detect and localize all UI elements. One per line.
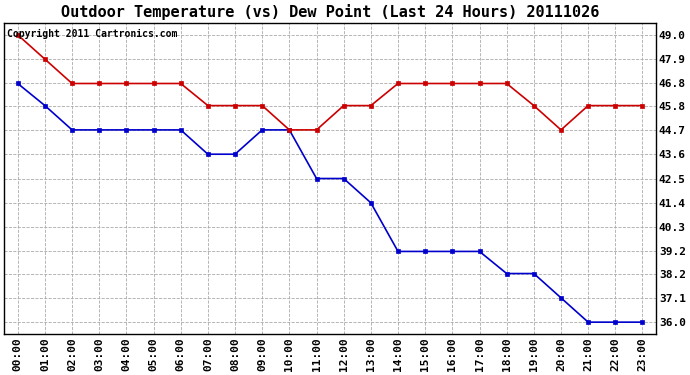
Title: Outdoor Temperature (vs) Dew Point (Last 24 Hours) 20111026: Outdoor Temperature (vs) Dew Point (Last… xyxy=(61,4,600,20)
Text: Copyright 2011 Cartronics.com: Copyright 2011 Cartronics.com xyxy=(8,29,178,39)
